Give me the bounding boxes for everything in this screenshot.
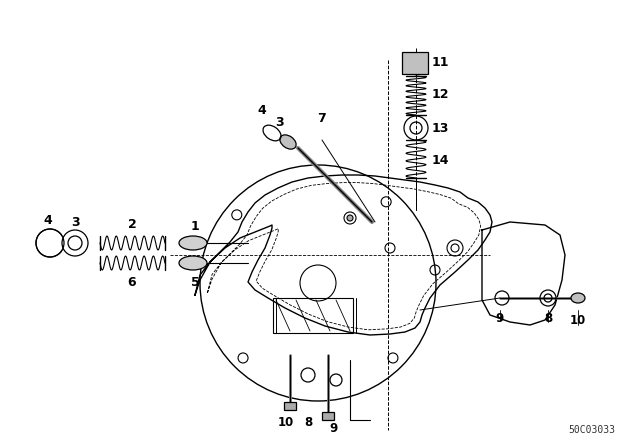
Bar — [322, 412, 334, 420]
Ellipse shape — [179, 256, 207, 270]
Text: 3: 3 — [70, 215, 79, 228]
Text: 11: 11 — [432, 56, 449, 69]
Text: 50C03033: 50C03033 — [568, 425, 615, 435]
Text: 4: 4 — [258, 103, 266, 116]
Text: 14: 14 — [432, 154, 449, 167]
Text: 1: 1 — [191, 220, 200, 233]
Bar — [273, 298, 353, 333]
Text: 9: 9 — [330, 422, 338, 435]
Ellipse shape — [571, 293, 585, 303]
Text: 13: 13 — [432, 121, 449, 134]
Text: 10: 10 — [278, 415, 294, 428]
Text: 3: 3 — [276, 116, 284, 129]
Text: 6: 6 — [128, 276, 136, 289]
Bar — [284, 402, 296, 410]
Ellipse shape — [179, 236, 207, 250]
Text: 9: 9 — [496, 311, 504, 324]
Text: 4: 4 — [44, 214, 52, 227]
Bar — [402, 52, 428, 74]
Text: 12: 12 — [432, 89, 449, 102]
Text: 7: 7 — [317, 112, 326, 125]
Text: 8: 8 — [304, 415, 312, 428]
Text: 2: 2 — [127, 219, 136, 232]
Text: 10: 10 — [570, 314, 586, 327]
Text: 8: 8 — [544, 311, 552, 324]
Circle shape — [347, 215, 353, 221]
Ellipse shape — [280, 135, 296, 149]
Text: 5: 5 — [191, 276, 200, 289]
